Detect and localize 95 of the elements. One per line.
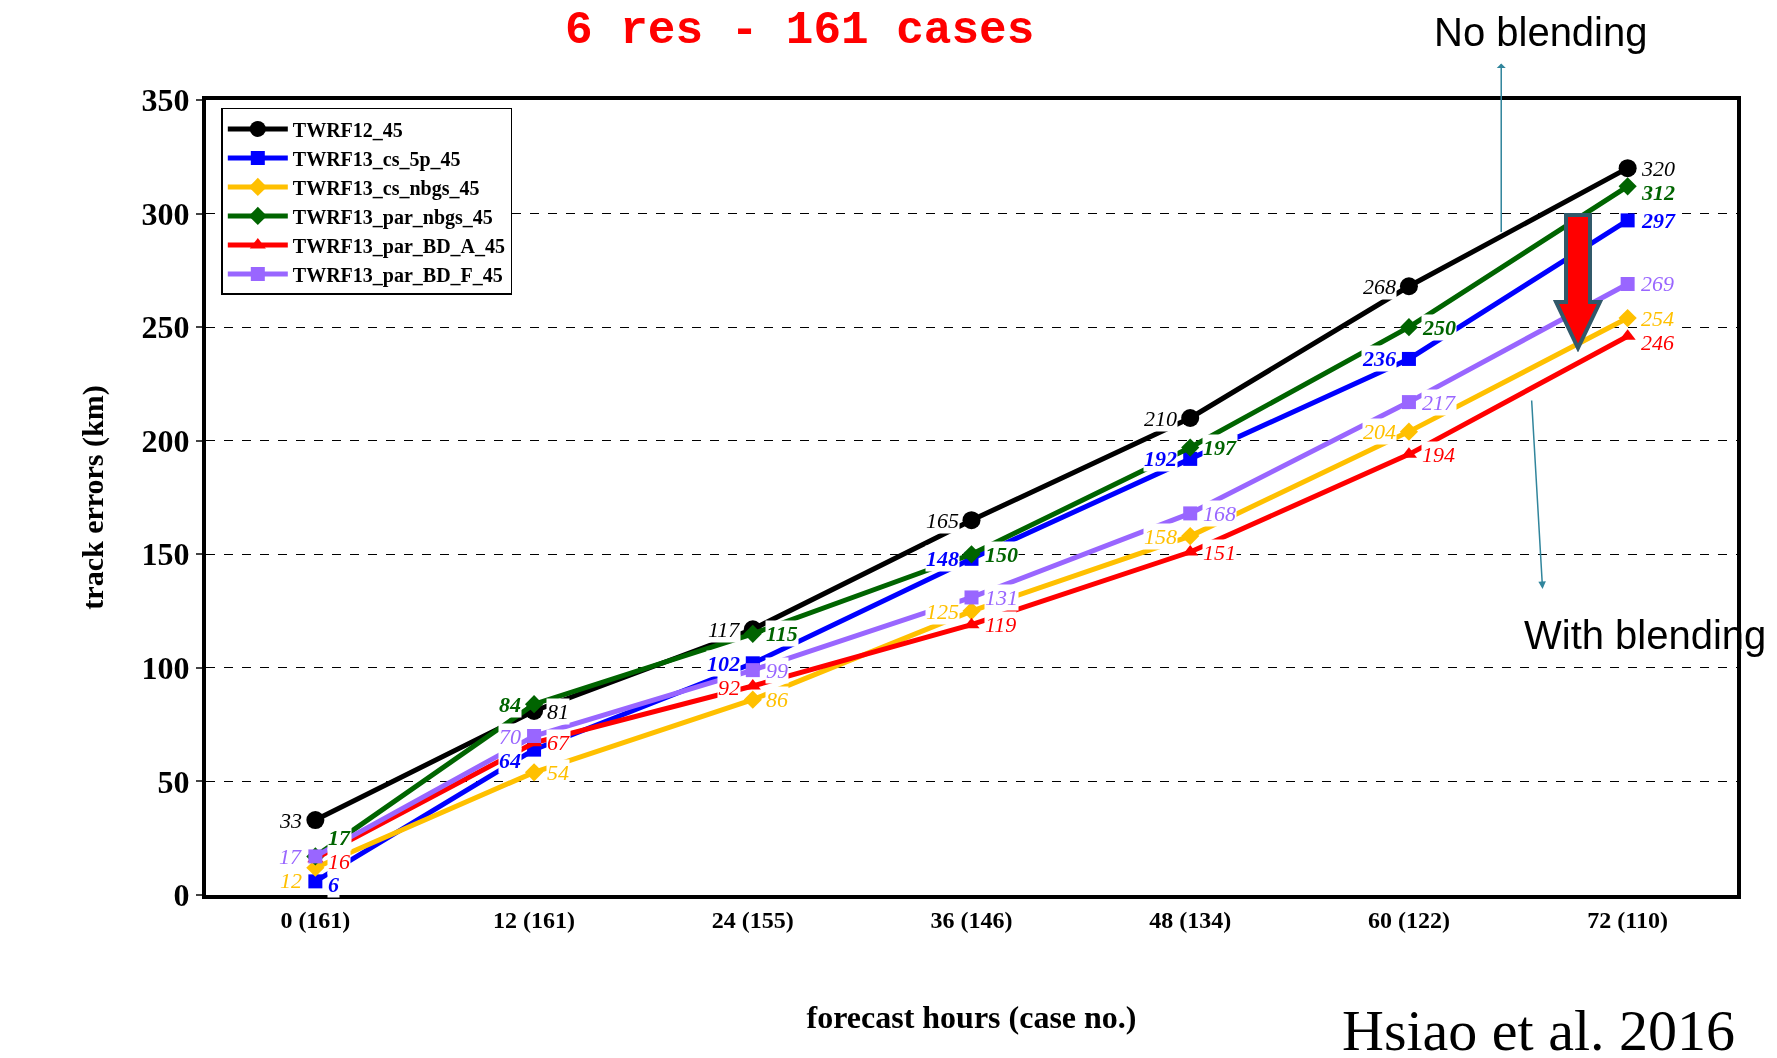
y-tick-label: 100 [141, 650, 190, 687]
data-label: 194 [1422, 442, 1455, 467]
point [1620, 276, 1635, 291]
x-tick-label: 0 (161) [280, 906, 351, 933]
y-tick-label: 300 [141, 195, 190, 232]
legend-label: TWRF13_cs_5p_45 [292, 147, 461, 171]
point [743, 624, 762, 643]
legend-label: TWRF13_par_BD_F_45 [292, 263, 503, 287]
data-label: 12 [280, 868, 302, 893]
point [1183, 506, 1198, 521]
y-tick-label: 150 [141, 536, 190, 573]
data-label: 320 [1641, 156, 1675, 181]
data-label: 217 [1422, 390, 1456, 415]
point [743, 690, 762, 709]
data-label: 268 [1363, 274, 1396, 299]
legend-label: TWRF13_par_nbgs_45 [292, 205, 493, 229]
point [1618, 177, 1637, 196]
data-label: 148 [926, 546, 959, 571]
data-label: 33 [279, 808, 302, 833]
point [1181, 438, 1200, 457]
legend-label: TWRF12_45 [292, 118, 403, 141]
data-label: 254 [1641, 306, 1674, 331]
data-label: 54 [547, 760, 569, 785]
data-label: 102 [707, 651, 740, 676]
y-tick-label: 200 [141, 422, 190, 459]
point [524, 695, 544, 714]
data-label: 204 [1363, 419, 1396, 444]
text: Hsiao et al. 2016 [1342, 998, 1736, 1058]
y-tick-label: 50 [157, 763, 190, 800]
data-label: 150 [985, 542, 1018, 567]
data-label: 67 [547, 730, 570, 755]
data-label: 250 [1422, 315, 1456, 340]
legend-label: TWRF13_cs_nbgs_45 [292, 176, 480, 200]
data-label: 6 [328, 872, 339, 897]
x-axis-title: forecast hours (case no.) [806, 999, 1137, 1036]
point [1399, 277, 1418, 296]
data-label: 117 [708, 617, 741, 642]
y-tick-label: 0 [173, 877, 190, 914]
data-label: 312 [1641, 180, 1675, 205]
data-label: 92 [718, 675, 740, 700]
point [1401, 351, 1416, 366]
data-label: 119 [985, 612, 1017, 637]
point [1181, 527, 1200, 546]
point [308, 874, 323, 889]
data-label: 246 [1641, 330, 1674, 355]
x-tick-label: 72 (110) [1587, 906, 1668, 933]
x-tick-label: 48 (134) [1149, 906, 1232, 933]
chart-title: 6 res - 161 cases [565, 4, 1035, 57]
data-label: 17 [279, 844, 302, 869]
data-label: 64 [499, 748, 521, 773]
point [1401, 395, 1416, 410]
point [1618, 159, 1637, 178]
point [1618, 308, 1637, 328]
point [527, 729, 542, 743]
x-tick-label: 60 (122) [1367, 906, 1450, 933]
data-label: 297 [1641, 208, 1676, 233]
data-label: 269 [1641, 271, 1674, 296]
legend-label: TWRF13_par_BD_A_45 [292, 234, 506, 258]
data-label: 86 [766, 687, 788, 712]
data-label: 151 [1203, 540, 1236, 565]
data-label: 81 [547, 699, 569, 724]
data-label: 99 [766, 658, 788, 683]
data-label: 168 [1203, 501, 1236, 526]
point [1181, 409, 1200, 427]
point [524, 763, 544, 782]
data-label: 210 [1144, 406, 1177, 431]
data-label: 16 [328, 849, 350, 874]
data-label: 165 [926, 508, 959, 533]
text: No blending [1434, 10, 1648, 54]
data-label: 115 [766, 621, 798, 646]
data-label: 197 [1203, 435, 1237, 460]
data-label: 158 [1144, 524, 1177, 549]
y-axis-title: track errors (km) [76, 385, 111, 610]
point [962, 601, 981, 621]
x-tick-label: 36 (146) [930, 906, 1013, 933]
data-label: 17 [328, 825, 351, 850]
data-label: 125 [926, 599, 959, 624]
point [306, 811, 325, 830]
point [745, 663, 760, 678]
x-tick-label: 12 (161) [493, 906, 576, 933]
data-label: 192 [1144, 446, 1177, 471]
point [962, 511, 981, 530]
point [964, 590, 979, 605]
data-label: 70 [499, 724, 521, 749]
x-tick-label: 24 (155) [711, 906, 794, 933]
point [1620, 213, 1635, 228]
y-tick-label: 250 [141, 309, 190, 346]
data-label: 131 [985, 585, 1018, 610]
y-tick-label: 350 [141, 82, 190, 119]
data-label: 236 [1362, 346, 1396, 371]
point [1399, 318, 1419, 337]
point [962, 545, 981, 564]
point [963, 617, 980, 629]
data-label: 84 [499, 692, 521, 717]
point [1399, 422, 1419, 441]
